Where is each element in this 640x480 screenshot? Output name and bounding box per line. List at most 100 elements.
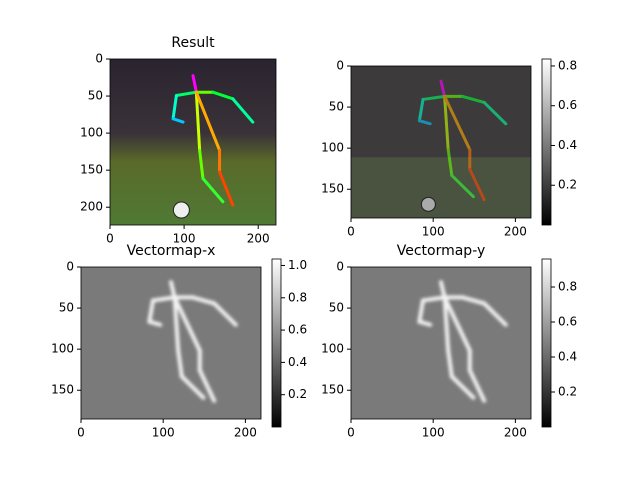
- limb: [439, 280, 447, 300]
- limb: [211, 90, 235, 101]
- subplot-title: Result: [171, 35, 215, 51]
- y-tick-label: 150: [321, 182, 344, 196]
- limb: [176, 348, 184, 379]
- x-tick-label: 0: [106, 232, 114, 246]
- subplot: Vectormap-x 0 100 200 0 50 100 150 0.2 0.4 0.6 0.8 1…: [51, 243, 307, 440]
- y-tick-label: 0: [95, 52, 103, 66]
- limb: [147, 298, 155, 324]
- y-tick-label: 150: [321, 383, 344, 397]
- y-tick-label: 0: [336, 59, 344, 73]
- limb: [172, 295, 202, 353]
- y-tick-label: 100: [51, 342, 74, 356]
- image: [110, 59, 276, 225]
- limb: [174, 90, 198, 98]
- limb: [171, 117, 185, 124]
- limb: [417, 319, 433, 327]
- limb: [198, 148, 205, 181]
- y-tick-label: 100: [80, 126, 103, 140]
- subplot-title: Vectormap-y: [397, 243, 486, 259]
- x-tick-label: 100: [152, 426, 175, 440]
- colorbar-tick-label: 0.2: [558, 385, 577, 399]
- skeleton: [417, 79, 508, 202]
- x-tick-label: 200: [504, 225, 527, 239]
- colorbar: [541, 258, 552, 428]
- limb: [417, 97, 425, 123]
- skeleton: [147, 280, 238, 403]
- axes-frame: [350, 65, 532, 219]
- limb: [446, 348, 454, 379]
- x-tick-label: 0: [77, 426, 85, 440]
- x-tick-label: 100: [422, 225, 445, 239]
- limb: [443, 94, 472, 152]
- limb: [421, 94, 447, 101]
- limb: [171, 94, 178, 121]
- y-tick-label: 100: [321, 342, 344, 356]
- limb: [212, 301, 238, 327]
- limb: [482, 301, 508, 327]
- limb: [191, 74, 198, 94]
- limb: [194, 90, 222, 152]
- image: [81, 267, 261, 419]
- colorbar-tick-label: 1.0: [288, 258, 307, 272]
- limb: [421, 295, 447, 303]
- colorbar-tick-label: 0.6: [558, 315, 577, 329]
- y-tick-label: 100: [321, 141, 344, 155]
- limb: [151, 295, 177, 303]
- limb: [442, 295, 472, 353]
- colorbar-tick-label: 0.6: [288, 323, 307, 337]
- y-tick-label: 200: [80, 200, 103, 214]
- colorbar-tick-label: 0.4: [558, 350, 577, 364]
- limb: [461, 94, 486, 104]
- colorbar-tick-label: 0.8: [558, 280, 577, 294]
- colorbar-tick-label: 0.4: [558, 138, 577, 152]
- limb: [460, 295, 487, 306]
- limb: [468, 167, 486, 202]
- limb: [179, 374, 206, 400]
- ball: [172, 201, 190, 219]
- x-tick-label: 200: [247, 232, 270, 246]
- limb: [201, 177, 225, 204]
- field: [351, 157, 531, 218]
- y-tick-label: 0: [336, 260, 344, 274]
- limb: [446, 148, 454, 177]
- image: [351, 267, 531, 419]
- subplot: 0 100 200 0 50 100 150 0.2 0.4 0.6 0.8: [321, 58, 577, 238]
- axes-frame: [350, 266, 532, 420]
- colorbar: [271, 258, 282, 428]
- x-tick-label: 100: [173, 232, 196, 246]
- ball: [420, 196, 436, 212]
- colorbar-tick-label: 0.4: [288, 355, 307, 369]
- subplot: Vectormap-y 0 100 200 0 50 100 150 0.2 0.4 0.6 0.8: [321, 243, 577, 440]
- colorbar-tick-label: 0.8: [288, 290, 307, 304]
- limb: [449, 374, 476, 400]
- limb: [443, 94, 450, 152]
- skeleton: [171, 74, 255, 207]
- x-tick-label: 200: [234, 426, 257, 440]
- limb: [197, 368, 217, 403]
- limb: [442, 295, 451, 353]
- y-tick-label: 150: [51, 383, 74, 397]
- y-tick-label: 150: [80, 163, 103, 177]
- y-tick-label: 50: [59, 301, 74, 315]
- x-tick-label: 200: [504, 426, 527, 440]
- limb: [482, 100, 508, 126]
- x-tick-label: 0: [347, 225, 355, 239]
- skeleton: [417, 280, 508, 403]
- limb: [147, 319, 163, 327]
- x-tick-label: 100: [422, 426, 445, 440]
- subplot: Result 0 100 200 0 50 100 150 200: [80, 35, 277, 246]
- axes-frame: [109, 58, 277, 226]
- limb: [439, 79, 447, 98]
- limb: [218, 170, 235, 207]
- subplot-title: Vectormap-x: [127, 243, 216, 259]
- y-tick-label: 0: [66, 260, 74, 274]
- colorbar-tick-label: 0.8: [558, 58, 577, 72]
- axes-frame: [80, 266, 262, 420]
- colorbar-tick-label: 0.2: [288, 387, 307, 401]
- limb: [194, 90, 202, 152]
- y-tick-label: 50: [329, 301, 344, 315]
- limb: [450, 173, 475, 199]
- limb: [417, 119, 432, 126]
- x-tick-label: 0: [347, 426, 355, 440]
